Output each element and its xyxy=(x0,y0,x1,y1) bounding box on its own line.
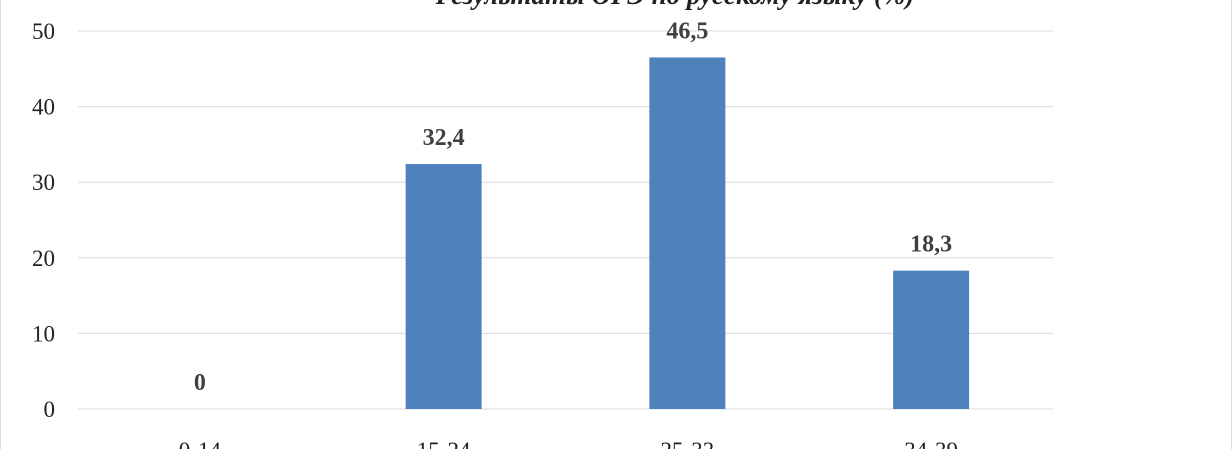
y-tick-label: 10 xyxy=(32,321,55,346)
data-label: 0 xyxy=(194,370,206,396)
x-axis: 0-14 15-24 25-33 34-39 xyxy=(179,438,958,449)
x-tick-label: 25-33 xyxy=(661,438,715,449)
y-axis: 0 10 20 30 40 50 xyxy=(32,19,55,422)
x-tick-label: 15-24 xyxy=(417,438,471,449)
bar-34-39 xyxy=(893,270,970,409)
y-tick-label: 20 xyxy=(32,246,55,271)
bars xyxy=(405,57,970,410)
gridlines xyxy=(78,30,1053,410)
y-tick-label: 30 xyxy=(32,170,55,195)
data-label: 32,4 xyxy=(423,125,465,151)
y-tick-label: 0 xyxy=(44,397,56,422)
data-label: 18,3 xyxy=(910,232,952,258)
x-tick-label: 34-39 xyxy=(904,438,958,449)
bar-15-24 xyxy=(405,164,482,409)
data-labels: 0 32,4 46,5 18,3 xyxy=(194,18,952,396)
chart-title: Результаты ОГЭ по русскому языку (%) xyxy=(435,0,915,10)
y-tick-label: 40 xyxy=(32,95,55,120)
x-tick-label: 0-14 xyxy=(179,438,222,449)
bar-25-33 xyxy=(649,57,726,410)
y-tick-label: 50 xyxy=(32,19,55,44)
data-label: 46,5 xyxy=(666,18,708,44)
